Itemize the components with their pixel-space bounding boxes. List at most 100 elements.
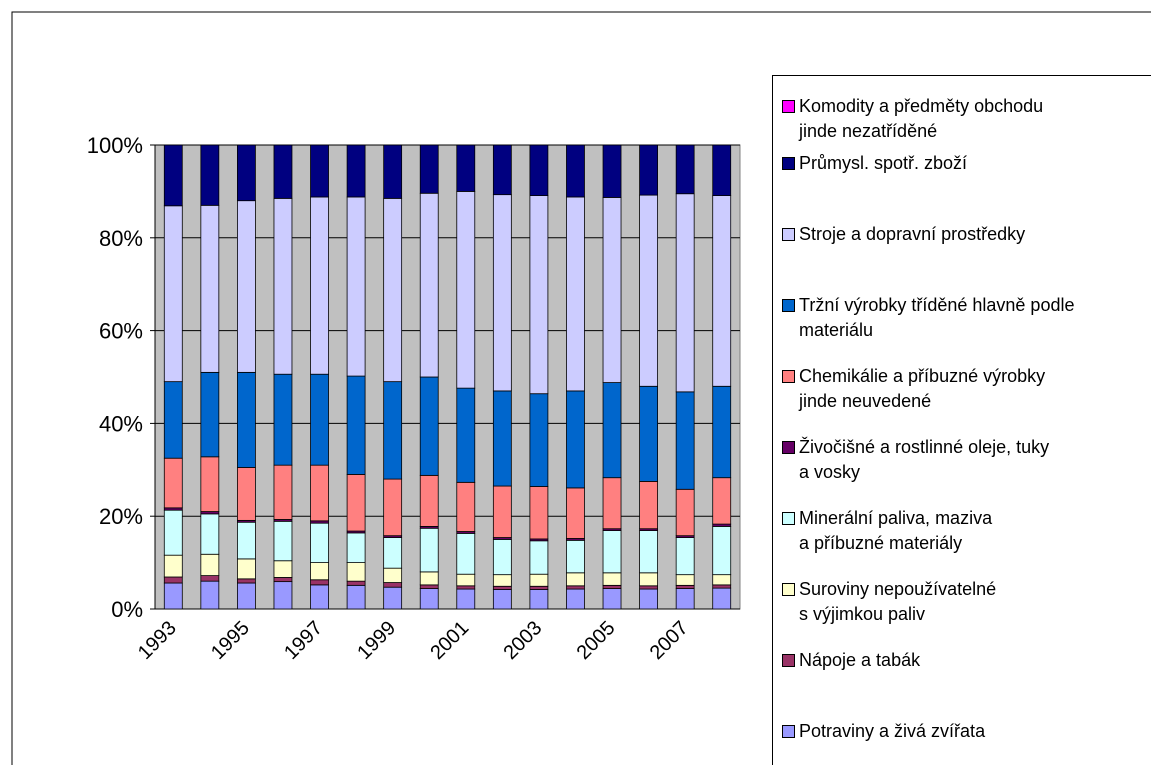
bar-segment bbox=[163, 554, 183, 578]
bar-segment bbox=[273, 373, 293, 466]
bar-segment bbox=[273, 560, 293, 578]
bar-segment bbox=[200, 580, 220, 610]
legend-item: Potraviny a živá zvířata bbox=[782, 719, 985, 744]
bar-segment bbox=[346, 375, 366, 475]
legend-swatch bbox=[782, 228, 795, 241]
bar-segment bbox=[529, 486, 549, 540]
legend-swatch bbox=[782, 583, 795, 596]
bar-segment bbox=[492, 390, 512, 487]
legend-item: Minerální paliva, maziva a příbuzné mate… bbox=[782, 506, 992, 556]
bar-segment bbox=[675, 574, 695, 586]
bar-segment bbox=[163, 381, 183, 459]
bar-segment bbox=[456, 588, 476, 610]
bar-segment bbox=[566, 588, 585, 610]
bar-segment bbox=[492, 144, 512, 196]
bar-segment bbox=[200, 456, 220, 512]
bar-segment bbox=[566, 539, 585, 574]
bar-segment bbox=[712, 144, 732, 196]
bar-segment bbox=[529, 393, 549, 487]
bar-segment bbox=[602, 197, 622, 383]
bar-segment bbox=[675, 588, 695, 610]
bar-segment bbox=[346, 474, 366, 532]
bar-segment bbox=[163, 582, 183, 610]
legend: Potraviny a živá zvířata Nápoje a tabák Su… bbox=[772, 75, 1151, 765]
bar-segment bbox=[346, 196, 366, 377]
y-tick-label: 0% bbox=[111, 597, 143, 622]
bar-segment bbox=[237, 582, 256, 610]
bar-segment bbox=[639, 385, 658, 482]
bar-segment bbox=[310, 579, 329, 586]
bar-segment bbox=[456, 144, 476, 192]
bar-segment bbox=[163, 457, 183, 509]
bar-segment bbox=[639, 194, 658, 387]
bar-segment bbox=[237, 144, 256, 202]
bar-segment bbox=[383, 537, 403, 569]
bar-segment bbox=[419, 474, 439, 527]
bar-segment bbox=[675, 193, 695, 393]
bar-segment bbox=[456, 585, 476, 590]
legend-item: Stroje a dopravní prostředky bbox=[782, 222, 1025, 247]
legend-label: Živočišné a rostlinné oleje, tuky a vosk… bbox=[799, 437, 1050, 482]
bar-segment bbox=[492, 539, 512, 576]
bar-segment bbox=[346, 584, 366, 610]
bar-segment bbox=[200, 553, 220, 576]
bar-segment bbox=[529, 589, 549, 610]
bar-segment bbox=[237, 578, 256, 584]
bar-segment bbox=[456, 481, 476, 532]
legend-label: Potraviny a živá zvířata bbox=[799, 721, 986, 741]
y-tick-label: 80% bbox=[99, 226, 143, 251]
bar-segment bbox=[310, 562, 329, 581]
bar-segment bbox=[419, 584, 439, 589]
bar-segment bbox=[492, 585, 512, 590]
bar-segment bbox=[492, 589, 512, 610]
bar-segment bbox=[273, 520, 293, 562]
bar-segment bbox=[419, 192, 439, 378]
bar-segment bbox=[639, 572, 658, 587]
bar-segment bbox=[566, 487, 585, 539]
bar-segment bbox=[163, 144, 183, 207]
bar-segment bbox=[456, 573, 476, 587]
bar-segment bbox=[310, 522, 329, 563]
bar-segment bbox=[566, 390, 585, 489]
bar-segment bbox=[237, 371, 256, 468]
bar-segment bbox=[383, 381, 403, 480]
bar-segment bbox=[383, 567, 403, 583]
bar-segment bbox=[712, 195, 732, 387]
legend-item: Suroviny nepoužívatelné s výjimkou paliv bbox=[782, 577, 996, 627]
bar-segment bbox=[419, 527, 439, 573]
y-tick-label: 100% bbox=[87, 133, 143, 158]
bar-segment bbox=[602, 382, 622, 479]
bar-segment bbox=[712, 477, 732, 525]
bar-segment bbox=[237, 467, 256, 521]
legend-item: Chemikálie a příbuzné výrobky jinde neuv… bbox=[782, 364, 1045, 414]
legend-item: Komodity a předměty obchodu jinde nezatř… bbox=[782, 94, 1043, 144]
legend-label: Stroje a dopravní prostředky bbox=[799, 224, 1026, 244]
bar-segment bbox=[237, 521, 256, 560]
y-tick-label: 20% bbox=[99, 504, 143, 529]
bar-segment bbox=[529, 144, 549, 196]
bar-segment bbox=[639, 585, 658, 590]
legend-swatch bbox=[782, 157, 795, 170]
bar-segment bbox=[419, 144, 439, 194]
legend-item: Nápoje a tabák bbox=[782, 648, 920, 673]
bar-segment bbox=[383, 478, 403, 537]
bar-segment bbox=[712, 587, 732, 610]
bar-segment bbox=[712, 574, 732, 586]
y-tick-label: 60% bbox=[99, 319, 143, 344]
bar-segment bbox=[346, 532, 366, 563]
bar-segment bbox=[602, 572, 622, 586]
bar-segment bbox=[492, 485, 512, 538]
bar-segment bbox=[200, 513, 220, 555]
legend-swatch bbox=[782, 299, 795, 312]
bar-segment bbox=[310, 584, 329, 610]
bar-segment bbox=[566, 196, 585, 392]
bar-segment bbox=[419, 588, 439, 610]
bar-segment bbox=[310, 373, 329, 466]
bar-segment bbox=[346, 580, 366, 586]
bar-segment bbox=[602, 588, 622, 610]
bar-segment bbox=[456, 387, 476, 483]
bar-segment bbox=[273, 464, 293, 520]
bar-segment bbox=[639, 530, 658, 574]
bar-segment bbox=[529, 540, 549, 575]
